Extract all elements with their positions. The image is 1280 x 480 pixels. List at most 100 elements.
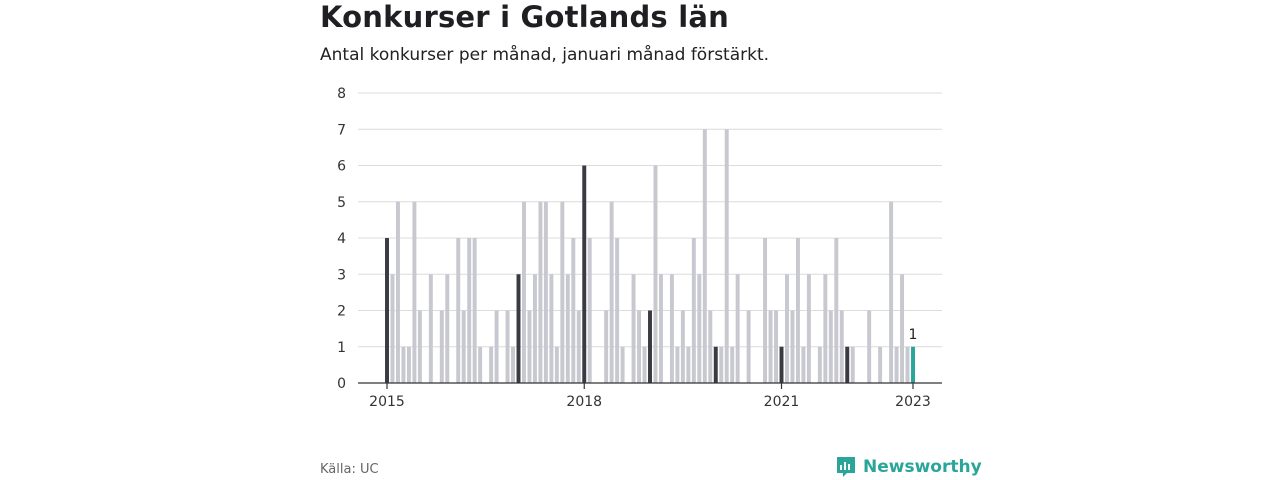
bar [691,238,696,383]
y-tick-label: 4 [337,231,346,247]
bar [817,346,822,383]
bar [565,274,570,383]
bar [406,346,411,383]
chart-title: Konkurser i Gotlands län [320,0,729,34]
bar [724,129,729,383]
bar-value-label: 1 [909,327,918,343]
bar [889,201,894,383]
x-tick-label: 2023 [895,394,931,410]
bar [708,310,713,383]
bar [472,238,477,383]
bar [730,346,735,383]
bar [401,346,406,383]
newsworthy-logo-icon [837,457,855,477]
bar [702,129,707,383]
bar [637,310,642,383]
bar [631,274,636,383]
y-axis-tick-labels: 0 1 2 3 4 5 6 7 8 [337,86,346,392]
bar [850,346,855,383]
bar [489,346,494,383]
bar [735,274,740,383]
bar [823,274,828,383]
bar [867,310,872,383]
bar [390,274,395,383]
bar [911,346,915,383]
bar [774,310,778,383]
bar [478,346,483,383]
bar [494,310,499,383]
bar [801,346,806,383]
bar [522,201,526,383]
bar [461,310,466,383]
bar [395,201,400,383]
bars [385,129,915,383]
chart-subtitle: Antal konkurser per månad, januari månad… [320,45,770,65]
bar [905,346,910,383]
bar [697,274,702,383]
bar [576,310,581,383]
x-tick-label: 2015 [369,394,405,410]
bar [620,346,625,383]
bar [790,310,795,383]
bar [719,346,724,383]
brand-logo[interactable]: Newsworthy [835,454,982,480]
bar [768,310,773,383]
y-tick-label: 7 [337,122,346,138]
bar [516,274,521,383]
x-tick-label: 2018 [566,394,602,410]
bar [658,274,663,383]
bar [648,310,652,383]
brand-name: Newsworthy [863,457,982,477]
bar [417,310,422,383]
bar [795,238,800,383]
y-tick-label: 6 [337,159,346,175]
bar [467,238,472,383]
bar [878,346,883,383]
bar [900,274,905,383]
bar [680,310,685,383]
y-tick-label: 5 [337,195,346,211]
bar [604,310,609,383]
bar [615,238,620,383]
bar [571,238,576,383]
bar [511,346,515,383]
bar [834,238,839,383]
source-note: Källa: UC [320,462,379,477]
bar [428,274,433,383]
bar [527,310,532,383]
bar [806,274,811,383]
bar [845,346,850,383]
bar [653,165,658,383]
bar [582,165,587,383]
bar [642,346,647,383]
bar [505,310,510,383]
bar [828,310,833,383]
annotations: 1 [909,327,918,343]
bar [785,274,789,383]
bar [554,346,559,383]
y-tick-label: 1 [337,340,346,356]
bar [412,201,417,383]
x-tick-label: 2021 [764,394,800,410]
x-axis-tick-labels: 2015 2018 2021 2023 [369,383,931,410]
bar [686,346,691,383]
bar [763,238,768,383]
y-tick-label: 8 [337,86,346,102]
bar [675,346,680,383]
bar [587,238,592,383]
bar [894,346,899,383]
bar [713,346,718,383]
bar [746,310,751,383]
y-tick-label: 3 [337,267,346,283]
bar [779,346,784,383]
bar [669,274,674,383]
bar [456,238,461,383]
bar [439,310,444,383]
bar [609,201,614,383]
bar [538,201,543,383]
y-tick-label: 2 [337,304,346,320]
bar [532,274,537,383]
bar [445,274,450,383]
bar [549,274,554,383]
bar [560,201,565,383]
